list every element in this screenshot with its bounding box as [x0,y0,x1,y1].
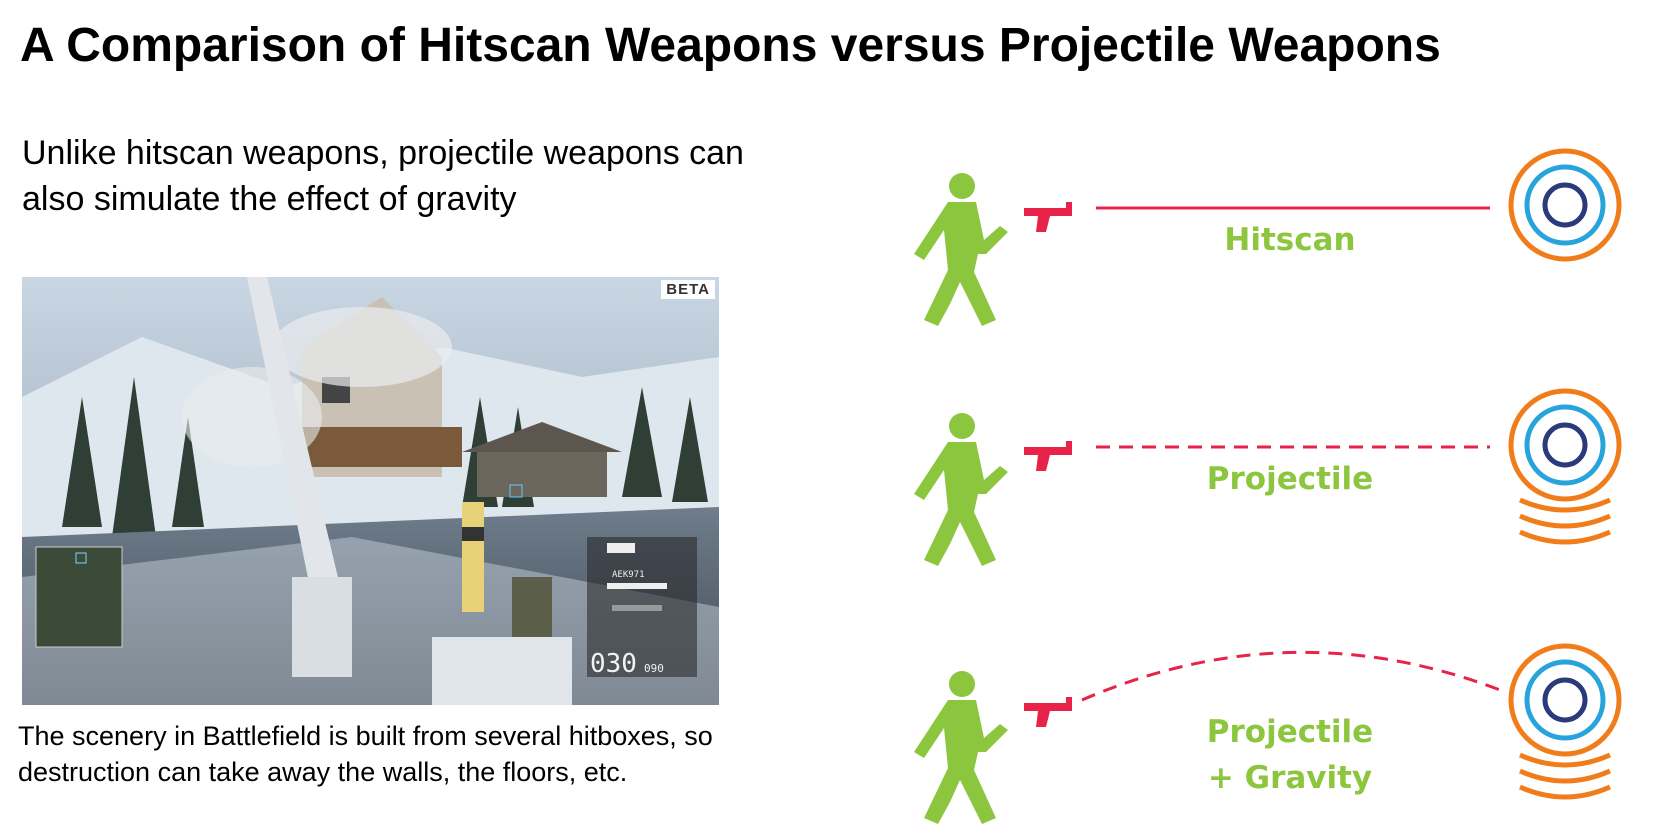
row-projectile-gravity [914,643,1622,824]
label-projectile: Projectile [1206,461,1374,497]
label-projectile-gravity-2: + Gravity [1207,760,1373,796]
pistol-icon [1024,202,1072,232]
intro-line-1: Unlike hitscan weapons, projectile weapo… [22,134,744,172]
pistol-icon [1024,441,1072,471]
shooter-figure-icon [914,413,1008,566]
hud-ammo-reserve: 090 [644,662,664,675]
shooter-figure-icon [914,173,1008,326]
shooter-figure-icon [914,671,1008,824]
pistol-icon [1024,697,1072,727]
page-title: A Comparison of Hitscan Weapons versus P… [20,19,1441,72]
caption-line-1: The scenery in Battlefield is built from… [18,721,713,751]
intro-text: Unlike hitscan weapons, projectile weapo… [22,130,842,222]
moving-target-icon [1508,643,1622,800]
caption-line-2: destruction can take away the walls, the… [18,757,628,787]
gravity-trajectory [1081,650,1501,702]
label-hitscan: Hitscan [1224,222,1356,258]
beta-badge: BETA [661,280,715,299]
battlefield-screenshot: AEK971 030 090 BETA [22,277,719,705]
row-projectile [914,388,1622,566]
target-icon [1508,148,1622,262]
caption-text: The scenery in Battlefield is built from… [18,718,838,790]
game-scene-image: AEK971 030 090 [22,277,719,705]
hud-ammo-count: 030 [590,649,637,679]
row-hitscan [914,148,1622,326]
hud-weapon-name: AEK971 [612,570,645,580]
moving-target-icon [1508,388,1622,545]
label-projectile-gravity-1: Projectile [1206,714,1374,750]
intro-line-2: also simulate the effect of gravity [22,180,517,218]
